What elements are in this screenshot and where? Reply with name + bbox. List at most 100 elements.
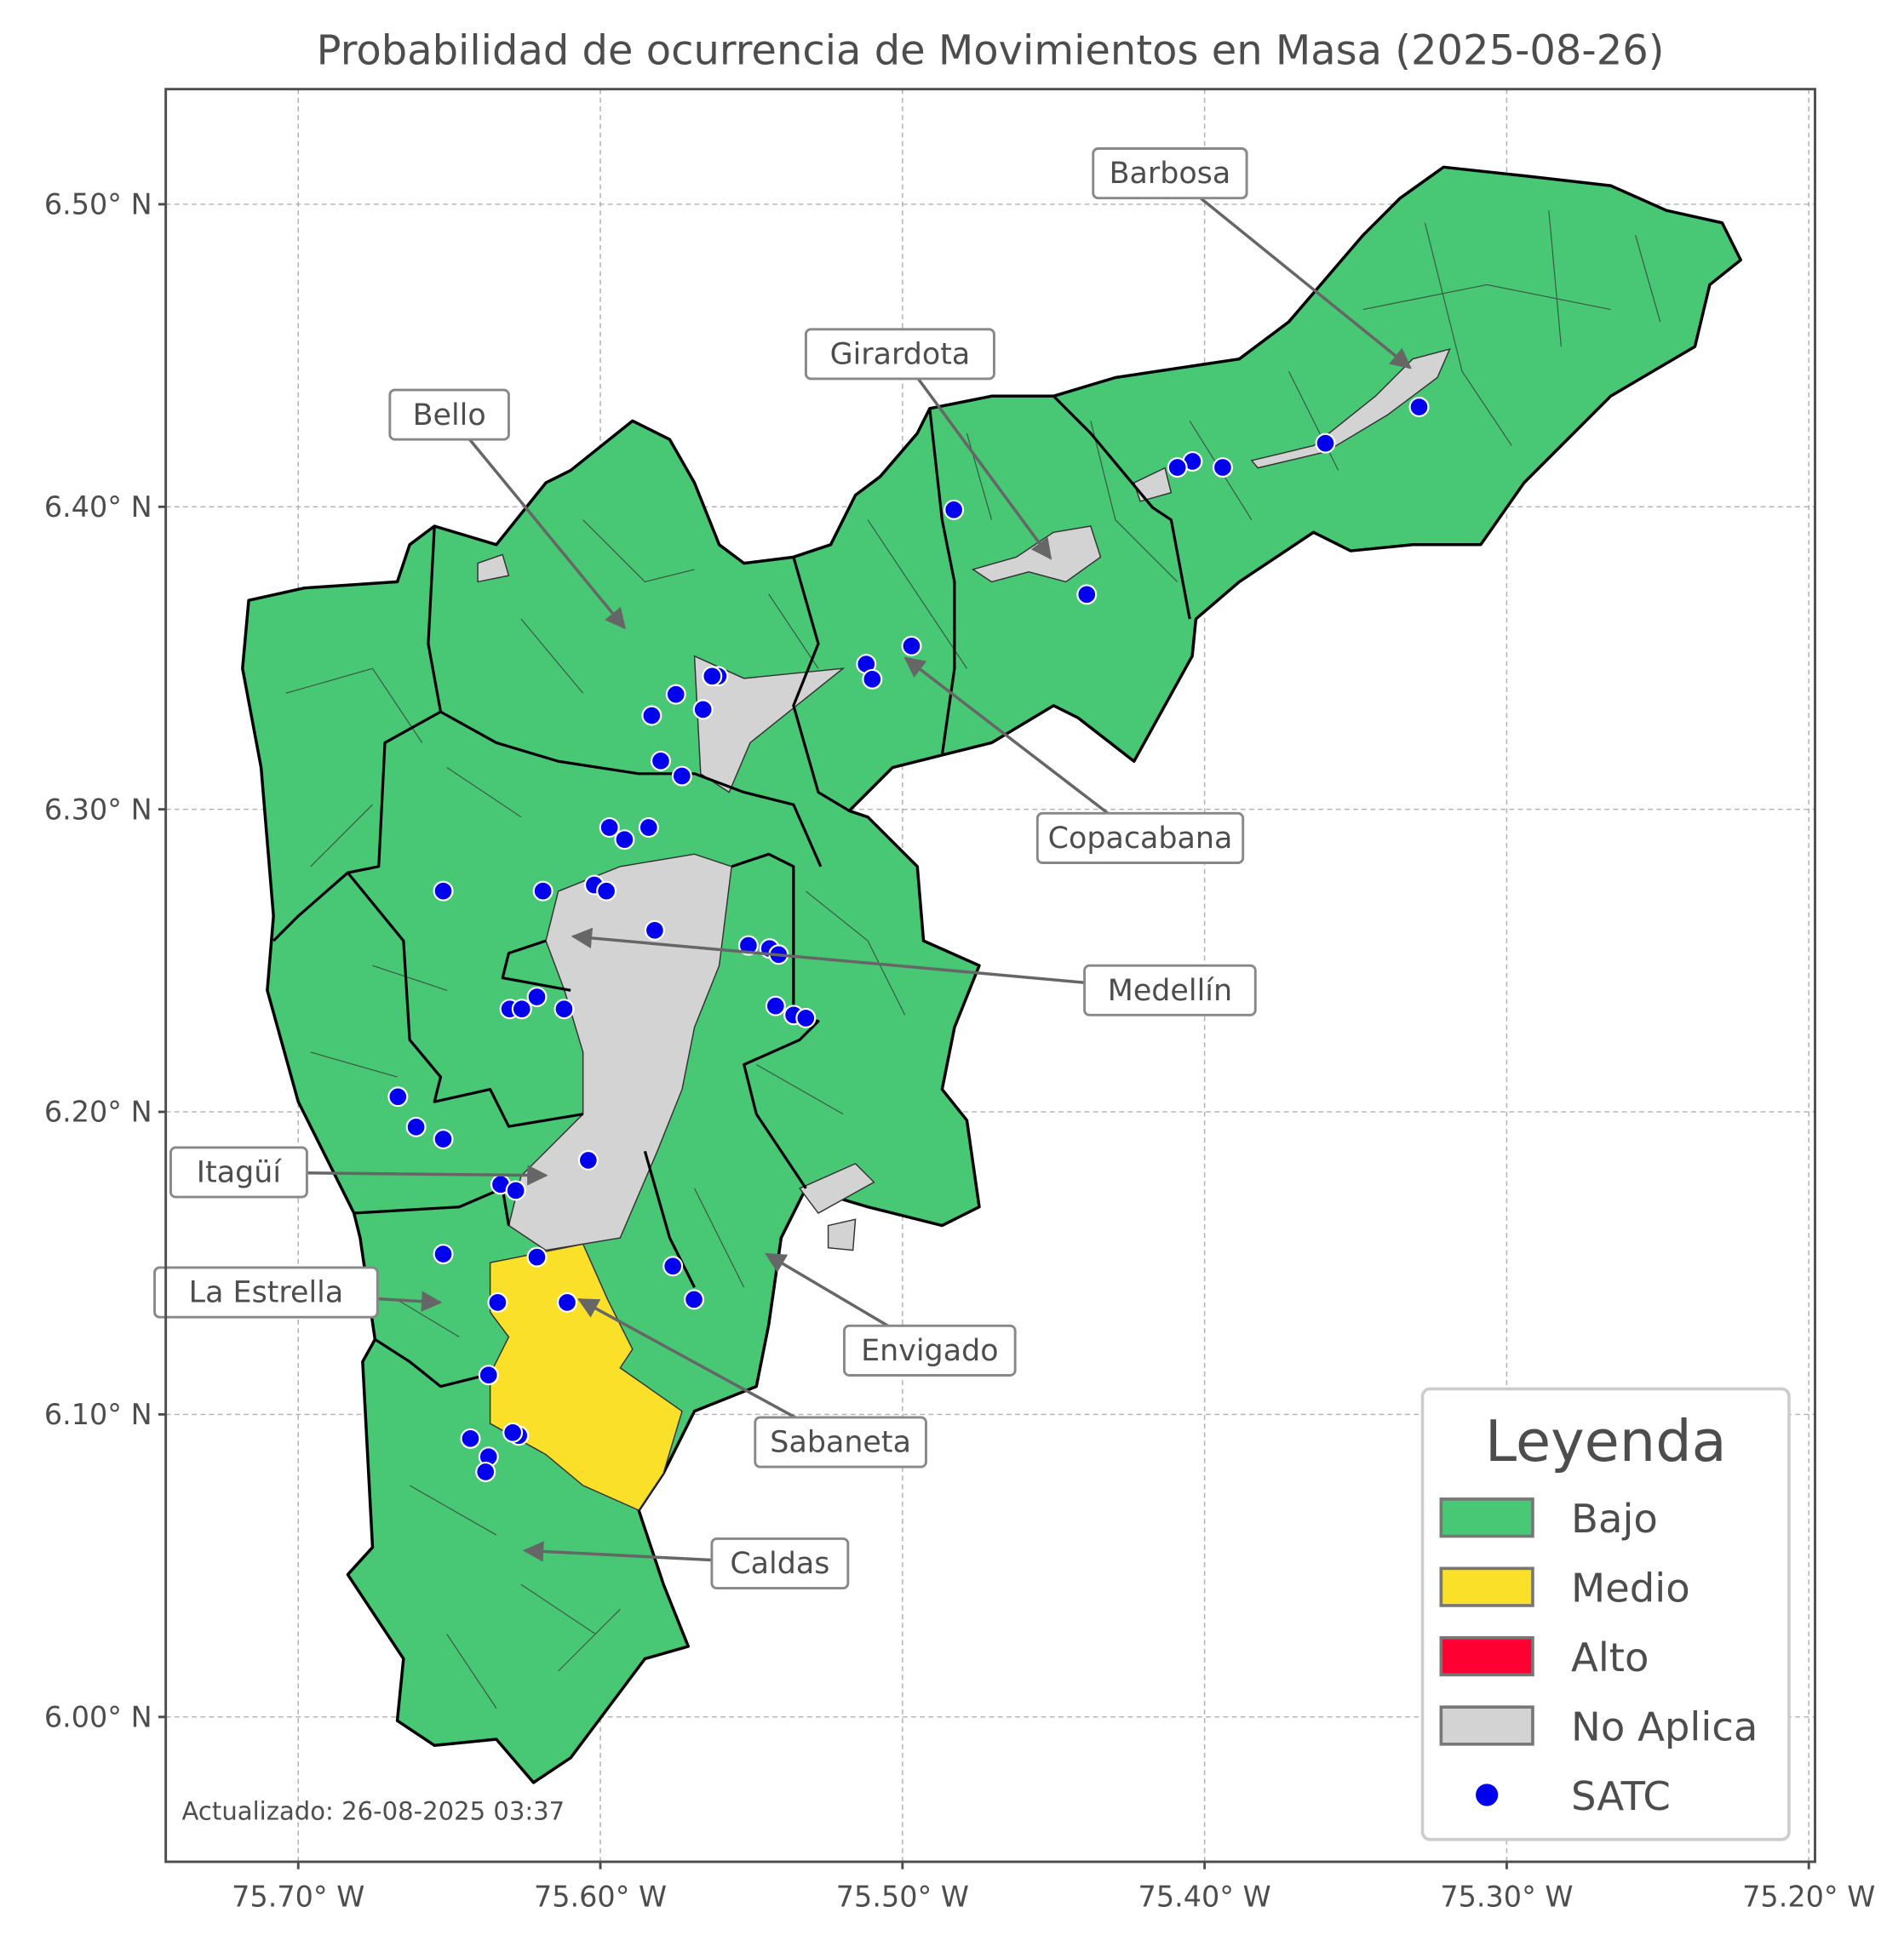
satc-point — [475, 1461, 496, 1482]
annotation-label: Sabaneta — [770, 1426, 911, 1460]
annotations: Barbosa Girardota Bello Copacabana Medellín I… — [153, 147, 1412, 1590]
satc-point — [577, 1149, 599, 1171]
x-tick-label: 75.30° W — [1440, 1880, 1573, 1913]
annotation-label: La Estrella — [189, 1276, 344, 1310]
satc-point — [433, 1244, 454, 1265]
satc-point — [553, 999, 575, 1020]
legend: Leyenda Bajo Medio Alto No Aplica SATC — [1420, 1387, 1791, 1841]
satc-point — [638, 817, 659, 838]
satc-point — [671, 765, 692, 787]
legend-label: Alto — [1571, 1635, 1649, 1680]
region-no-aplica-north — [477, 347, 1451, 1251]
region-no-aplica-medellin — [508, 853, 732, 1251]
annotation-itag-: Itagüí — [169, 1146, 548, 1199]
annotation-label: Medellín — [1108, 974, 1232, 1008]
satc-point — [1167, 457, 1188, 478]
legend-swatch — [1439, 1705, 1534, 1746]
satc-point — [532, 880, 553, 902]
annotation-box — [754, 1416, 927, 1469]
satc-point — [557, 1291, 578, 1313]
legend-label: Bajo — [1571, 1496, 1658, 1542]
satc-point — [433, 880, 454, 902]
satc-point — [433, 1129, 454, 1150]
satc-point — [901, 635, 922, 656]
annotation-barbosa: Barbosa — [1092, 147, 1412, 369]
satc-point — [641, 705, 662, 726]
legend-swatch — [1439, 1635, 1534, 1677]
satc-point — [684, 1289, 705, 1310]
annotation-arrow — [1168, 172, 1412, 369]
annotation-label: Girardota — [830, 338, 971, 372]
annotation-box — [153, 1266, 379, 1319]
x-tick-label: 75.50° W — [836, 1880, 969, 1913]
annotation-box — [169, 1146, 308, 1199]
satc-point — [665, 684, 686, 705]
legend-label: Medio — [1571, 1566, 1690, 1612]
annotation-envigado: Envigado — [765, 1252, 1017, 1377]
annotation-box — [1092, 147, 1248, 200]
satc-point — [765, 995, 786, 1016]
x-tick-label: 75.40° W — [1138, 1880, 1271, 1913]
x-tick-label: 75.20° W — [1742, 1880, 1875, 1913]
map-layer — [241, 165, 1742, 1784]
satc-point — [1212, 457, 1233, 478]
satc-point — [1315, 432, 1336, 454]
region-medio — [489, 1243, 683, 1511]
satc-point — [511, 999, 532, 1020]
annotation-medell-n: Medellín — [571, 927, 1257, 1016]
satc-point — [692, 699, 714, 720]
y-tick-label: 6.00° N — [44, 1700, 152, 1733]
legend-swatch — [1439, 1566, 1534, 1607]
satc-point — [662, 1256, 684, 1277]
annotation-box — [388, 388, 510, 441]
satc-point — [943, 499, 965, 520]
annotation-sabaneta: Sabaneta — [577, 1297, 927, 1469]
satc-point — [599, 817, 620, 838]
annotation-box — [843, 1324, 1017, 1377]
legend-marker — [1476, 1784, 1499, 1806]
annotation-box — [710, 1537, 850, 1590]
satc-points — [387, 397, 1430, 1482]
annotation-arrow — [903, 656, 1142, 839]
annotation-bello: Bello — [388, 388, 626, 630]
annotation-label: Bello — [413, 398, 486, 432]
annotation-label: Barbosa — [1110, 157, 1231, 191]
annotation-arrow — [571, 927, 1171, 993]
annotation-box — [1083, 964, 1257, 1016]
map-title: Probabilidad de ocurrencia de Movimiento… — [317, 27, 1665, 75]
legend-label: No Aplica — [1571, 1703, 1758, 1749]
legend-item-alto: Alto — [1439, 1635, 1649, 1680]
annotation-box — [804, 328, 995, 381]
annotation-label: Envigado — [861, 1334, 998, 1368]
legend-item-no-aplica: No Aplica — [1439, 1703, 1758, 1749]
axis-ticks: 75.70° W 75.60° W 75.50° W 75.40° W 75.30° W… — [44, 188, 1875, 1914]
sub-boundaries — [285, 210, 1661, 1709]
municipal-boundaries — [272, 395, 1191, 1388]
y-tick-label: 6.10° N — [44, 1398, 152, 1431]
satc-point — [526, 1246, 548, 1268]
y-tick-label: 6.40° N — [44, 490, 152, 524]
satc-point — [651, 750, 671, 771]
y-tick-label: 6.20° N — [44, 1096, 152, 1129]
satc-point — [737, 935, 759, 956]
satc-point — [526, 987, 548, 1008]
satc-point — [614, 829, 635, 850]
axes-frame — [164, 88, 1816, 1864]
annotation-label: Copacabana — [1048, 822, 1233, 856]
satc-point — [478, 1365, 499, 1386]
legend-swatch — [1439, 1497, 1534, 1538]
satc-point — [596, 880, 617, 902]
updated-timestamp: Actualizado: 26-08-2025 03:37 — [182, 1797, 565, 1826]
satc-point — [502, 1422, 524, 1443]
legend-item-bajo: Bajo — [1439, 1496, 1658, 1542]
annotation-box — [1035, 811, 1245, 864]
legend-item-satc: SATC — [1476, 1773, 1671, 1819]
annotation-la-estrella: La Estrella — [153, 1266, 443, 1319]
annotation-label: Itagüí — [197, 1156, 283, 1190]
legend-title: Leyenda — [1485, 1408, 1727, 1474]
satc-point — [505, 1180, 526, 1201]
satc-point — [795, 1007, 817, 1028]
y-tick-label: 6.50° N — [44, 188, 152, 221]
satc-point — [1076, 584, 1098, 605]
